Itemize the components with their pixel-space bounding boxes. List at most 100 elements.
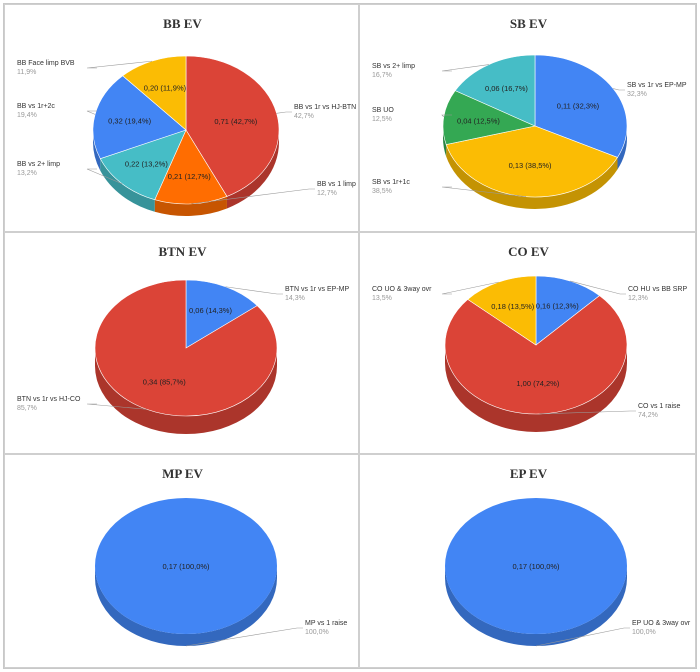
pie-chart-svg: CO EV 0,16 (12,3%) 1,00 (74,2%) 0,18 (13,5%… [372,244,687,432]
pie-wall-3 [93,130,101,171]
callout-percent: 11,9% [17,69,36,76]
callout-name: BB vs 1r vs HJ-BTN [294,104,356,111]
callout-name: SB vs 1r+1c [372,179,410,186]
callout-name: EP UO & 3way ovr [632,620,691,627]
pie-slice [535,275,601,346]
pie-wall-2 [100,158,155,212]
callout-leader-line [191,188,315,205]
pie-slice [154,129,228,205]
callout-leader-line [86,168,123,185]
pie-depth [445,345,627,432]
callout-percent: 12,3% [628,295,648,302]
callout-percent: 100,0% [305,629,329,636]
pie-wall-0 [226,130,279,209]
callout-leader-line [86,60,153,69]
slice-value-label: 0,22 (13,2%) [125,159,168,168]
chart-panel-0: BB EV 0,71 (42,7%) 0,21 (12,7%) 0,22 (13,2%… [4,4,359,232]
callout-name: CO vs 1 raise [638,403,681,410]
callout-percent: 85,7% [17,405,37,412]
callout-leader-line [539,410,636,415]
callout-leader-line [613,88,625,91]
callout-percent: 13,2% [17,170,37,177]
chart-panel-2: BTN EV 0,06 (14,3%) 0,34 (85,7%) BTN vs 1r … [4,232,359,454]
pie-chart-svg: BTN EV 0,06 (14,3%) 0,34 (85,7%) BTN vs 1r … [17,244,350,434]
callout-name: CO HU vs BB SRP [628,286,687,293]
chart-panel-5: EP EV 0,17 (100,0%) EP UO & 3way ovr 100,0% [359,454,696,668]
callout-leader-line [441,281,499,295]
slice-value-label: 0,20 (11,9%) [144,83,187,92]
callout-name: BTN vs 1r vs EP-MP [285,286,350,293]
callout-percent: 19,4% [17,112,37,119]
pie-depth [443,126,627,209]
slice-value-label: 0,13 (38,5%) [509,161,552,170]
pie-depth [95,348,277,434]
pie-wall-0 [95,566,277,646]
callout-name: BB vs 2+ limp [17,161,60,168]
slice-value-label: 0,21 (12,7%) [168,172,211,181]
pie-slice [454,54,536,127]
pie-chart-svg: MP EV 0,17 (100,0%) MP vs 1 raise 100,0% [95,466,347,647]
pie-slice [467,275,537,346]
slice-value-label: 0,04 (12,5%) [457,116,500,125]
pie-slice [442,90,536,145]
callout-leader-line [86,403,147,410]
callout-name: SB vs 2+ limp [372,63,415,70]
callout-name: BTN vs 1r vs HJ-CO [17,396,81,403]
pie-chart-svg: EP EV 0,17 (100,0%) EP UO & 3way ovr 100,0% [445,466,691,647]
slice-value-label: 0,32 (19,4%) [108,116,151,125]
pie-slice [445,125,618,198]
slice-value-label: 0,71 (42,7%) [214,117,257,126]
chart-panel-1: SB EV 0,11 (32,3%) 0,13 (38,5%) 0,04 (12,5%… [359,4,696,232]
pie-depth [445,566,627,646]
pie-chart-svg: BB EV 0,71 (42,7%) 0,21 (12,7%)0,22 (13,2%… [17,16,356,217]
slice-value-label: 0,17 (100,0%) [162,562,210,571]
callout-leader-line [441,114,452,118]
callout-percent: 16,7% [372,72,392,79]
pie-slice [445,498,627,634]
pie-wall-2 [443,126,447,157]
pie-slice [122,55,187,131]
pie-wall-1 [445,345,627,432]
pie-slice [185,55,280,197]
callout-leader-line [86,110,97,115]
slice-value-label: 0,17 (100,0%) [512,562,560,571]
slice-value-label: 0,11 (32,3%) [557,101,600,110]
pie-slice [92,75,187,160]
callout-percent: 100,0% [632,629,656,636]
callout-percent: 42,7% [294,113,314,120]
callout-percent: 12,7% [317,190,337,197]
slice-value-label: 0,16 (12,3%) [536,301,579,310]
chart-grid: BB EV 0,71 (42,7%) 0,21 (12,7%) 0,22 (13,2%… [3,3,697,669]
slice-value-label: 0,34 (85,7%) [143,378,186,387]
chart-title: CO EV [508,244,549,259]
pie-wall-0 [617,126,627,170]
slice-value-label: 1,00 (74,2%) [516,379,559,388]
slice-value-label: 0,06 (16,7%) [485,84,528,93]
callout-leader-line [276,111,292,114]
callout-leader-line [185,627,303,647]
pie-slice [94,279,278,417]
slice-value-label: 0,18 (13,5%) [491,302,534,311]
chart-title: EP EV [510,466,548,481]
pie-depth [93,130,279,217]
pie-slice [95,498,277,634]
pie-depth [95,566,277,646]
pie-wall-1 [154,196,227,217]
callout-leader-line [441,186,527,197]
slice-value-label: 0,06 (14,3%) [189,306,232,315]
callout-name: BB vs 1 limp [317,181,356,188]
callout-leader-line [225,286,283,295]
callout-leader-line [535,627,630,647]
pie-wall-1 [95,348,277,434]
callout-name: BB Face limp BVB [17,60,75,67]
callout-leader-line [441,64,489,72]
chart-panel-3: CO EV 0,16 (12,3%) 1,00 (74,2%) 0,18 (13,5%… [359,232,696,454]
callout-percent: 32,3% [627,91,647,98]
chart-title: SB EV [510,16,548,31]
callout-percent: 12,5% [372,116,392,123]
callout-percent: 14,3% [285,295,305,302]
pie-slice [185,279,258,349]
callout-leader-line [570,280,626,295]
chart-panel-4: MP EV 0,17 (100,0%) MP vs 1 raise 100,0% [4,454,359,668]
chart-title: MP EV [162,466,203,481]
